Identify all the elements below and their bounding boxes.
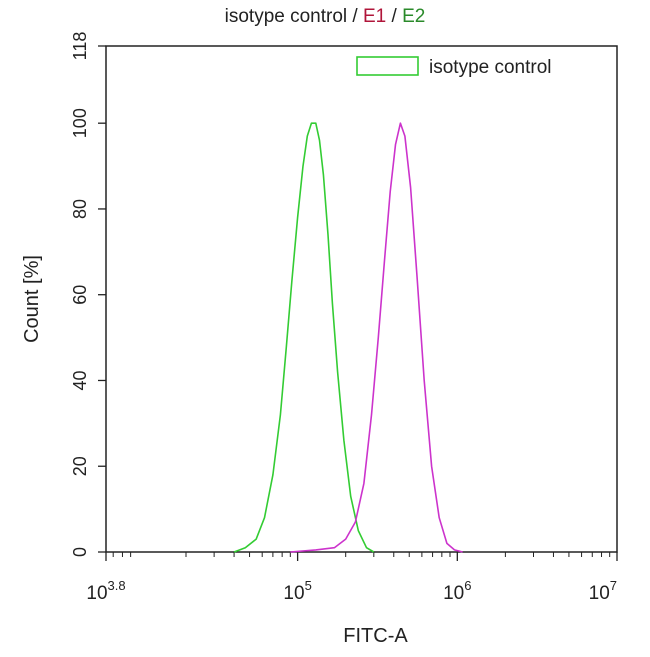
chart-title: isotype control / E1 / E2 <box>0 6 650 28</box>
title-part-e2: E2 <box>402 6 426 27</box>
y-tick-label: 80 <box>70 199 90 219</box>
x-tick-label: 103.8 <box>86 578 125 604</box>
y-tick-label: 60 <box>70 285 90 305</box>
y-tick-label: 20 <box>70 456 90 476</box>
title-separator: / <box>347 6 363 27</box>
y-tick-label: 118 <box>70 32 90 61</box>
y-tick-label: 100 <box>70 108 90 138</box>
title-separator: / <box>386 6 403 27</box>
y-tick-label: 0 <box>70 547 90 557</box>
x-tick-label: 107 <box>589 578 617 604</box>
title-part-e1: E1 <box>363 6 387 27</box>
x-tick-label: 106 <box>443 578 471 604</box>
title-part-isotype: isotype control <box>224 6 348 27</box>
y-tick-label: 40 <box>70 370 90 390</box>
plot-frame <box>105 45 618 553</box>
legend-swatch <box>356 56 419 76</box>
x-axis-label: FITC-A <box>343 625 408 647</box>
x-tick-label: 105 <box>283 578 311 604</box>
series-isotype-control-curve <box>233 122 375 553</box>
legend-label: isotype control <box>429 57 552 78</box>
series-sample-curve <box>290 122 463 553</box>
y-axis-label: Count [%] <box>21 255 43 343</box>
